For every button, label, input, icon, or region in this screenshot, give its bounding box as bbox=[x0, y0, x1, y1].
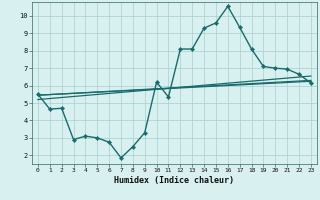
X-axis label: Humidex (Indice chaleur): Humidex (Indice chaleur) bbox=[115, 176, 234, 185]
